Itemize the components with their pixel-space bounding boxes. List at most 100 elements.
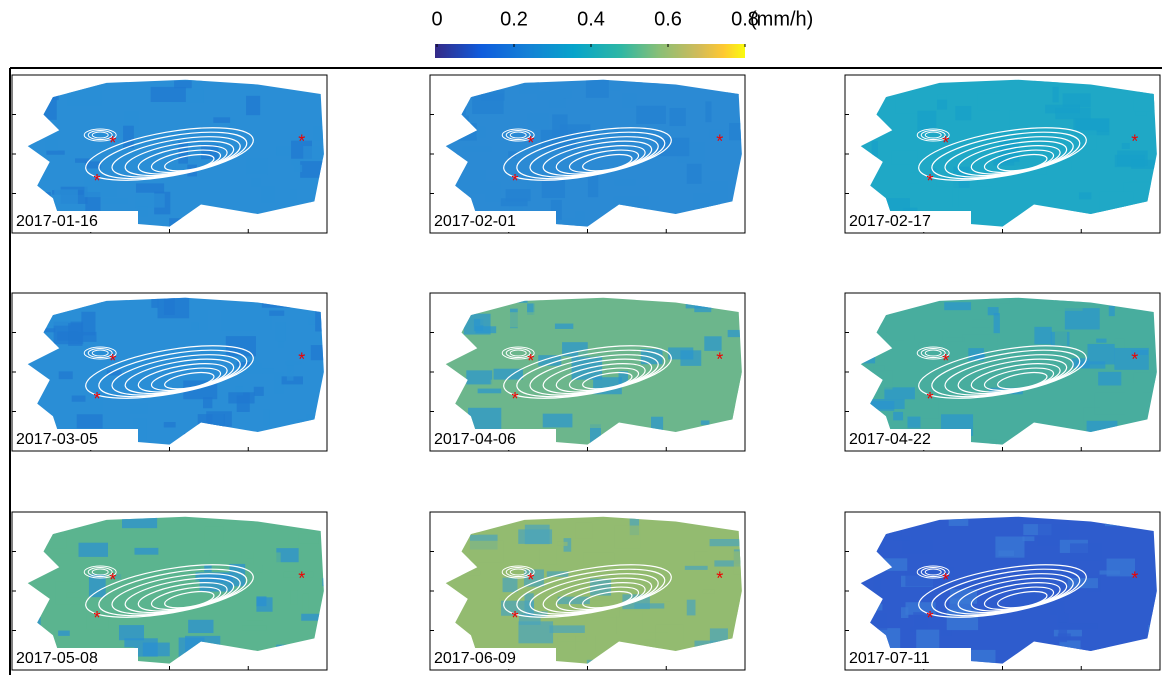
- patch: [867, 603, 883, 611]
- patch: [1106, 558, 1136, 577]
- patch: [738, 79, 742, 93]
- patch: [445, 95, 451, 110]
- patch: [206, 411, 232, 427]
- patch: [234, 363, 263, 374]
- patch: [39, 97, 57, 120]
- station-marker: *: [716, 569, 723, 589]
- patch: [542, 413, 573, 428]
- patch: [860, 356, 876, 364]
- patch: [273, 372, 284, 394]
- patch: [1096, 338, 1107, 343]
- patch: [944, 302, 972, 311]
- panel-date: 2017-02-01: [434, 213, 516, 230]
- contour: [997, 371, 1048, 390]
- patch: [163, 422, 176, 428]
- patch: [1025, 646, 1050, 661]
- patch: [213, 117, 231, 123]
- patch: [914, 334, 943, 340]
- patch: [1083, 407, 1101, 426]
- patch: [930, 168, 937, 177]
- patch: [27, 131, 38, 145]
- patch: [269, 310, 285, 316]
- patch: [1098, 371, 1122, 386]
- contour: [501, 346, 535, 360]
- patch: [200, 309, 209, 331]
- patch: [1053, 629, 1082, 637]
- patch: [264, 663, 297, 664]
- patch: [1003, 444, 1015, 445]
- patch: [988, 297, 1010, 304]
- patch: [445, 377, 466, 383]
- patch: [641, 333, 662, 342]
- colorbar-tick-label: 0.4: [577, 8, 605, 30]
- contour: [164, 371, 215, 390]
- patch: [622, 93, 637, 108]
- patch: [236, 362, 251, 367]
- patch: [322, 578, 324, 587]
- patch: [949, 598, 972, 614]
- patch: [235, 227, 259, 238]
- contour: [505, 567, 531, 578]
- patch: [286, 360, 294, 381]
- patch: [860, 613, 888, 630]
- patch: [893, 535, 911, 541]
- patch: [204, 526, 224, 543]
- patch: [469, 540, 504, 563]
- contour: [91, 131, 109, 139]
- patch: [323, 410, 324, 429]
- patch: [136, 206, 148, 218]
- patch: [1034, 326, 1052, 345]
- patch: [634, 603, 665, 609]
- patch: [946, 337, 965, 342]
- patch: [186, 79, 203, 90]
- patch: [848, 562, 859, 584]
- patch: [575, 211, 585, 226]
- patch: [587, 174, 599, 198]
- patch: [27, 368, 31, 385]
- patch: [546, 571, 569, 577]
- patch: [877, 79, 890, 97]
- panel-date: 2017-06-09: [434, 650, 516, 667]
- patch: [509, 312, 540, 328]
- patch: [118, 625, 145, 641]
- patch: [1131, 159, 1157, 169]
- patch: [1062, 93, 1091, 108]
- contour: [997, 153, 1048, 172]
- patch: [727, 89, 742, 95]
- date-bg: [431, 648, 556, 669]
- patch: [651, 416, 664, 441]
- patch: [709, 129, 724, 139]
- patch: [301, 613, 324, 621]
- patch: [221, 310, 257, 332]
- patch: [518, 614, 541, 625]
- patch: [58, 630, 70, 636]
- patch: [552, 114, 568, 137]
- station-marker: *: [942, 351, 949, 371]
- contour: [924, 131, 942, 139]
- contour: [916, 346, 950, 360]
- patch: [262, 409, 270, 427]
- patch: [886, 324, 905, 341]
- station-marker: *: [298, 350, 305, 370]
- contour: [582, 371, 633, 390]
- patch: [506, 420, 517, 432]
- patch: [317, 221, 324, 227]
- patch: [1057, 633, 1071, 640]
- station-marker: *: [927, 389, 934, 409]
- station-marker: *: [94, 389, 101, 409]
- patch: [447, 115, 469, 131]
- contour: [87, 130, 113, 141]
- patch: [163, 297, 175, 316]
- station-marker: *: [109, 570, 116, 590]
- patch: [202, 652, 216, 664]
- patch: [485, 181, 501, 202]
- patch: [297, 419, 306, 433]
- patch: [860, 531, 885, 550]
- patch: [242, 625, 267, 631]
- patch: [204, 565, 212, 572]
- patch: [447, 591, 457, 597]
- contour: [83, 128, 117, 142]
- patch: [1094, 392, 1126, 415]
- patch: [909, 172, 919, 184]
- patch: [466, 370, 493, 385]
